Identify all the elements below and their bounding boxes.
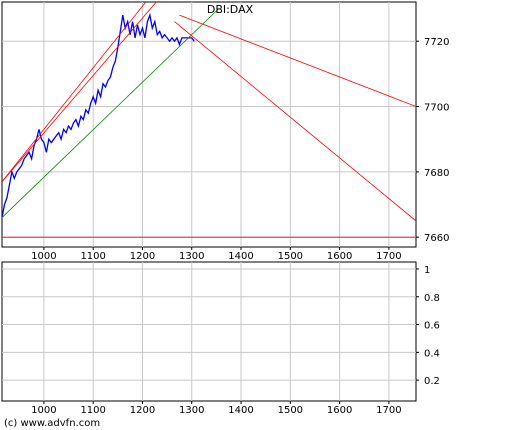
x-tick-label: 1000	[31, 405, 56, 416]
indicator-panel-y-ticks: 0.2 0.4 0.6 0.8 1	[416, 265, 440, 387]
indicator-panel: 1000 1100 1200 1300 1400 1500 1600 1700 0.20.40…	[1, 261, 440, 416]
y-tick-label: 0.2	[424, 376, 440, 387]
trend-line	[179, 14, 416, 107]
price-panel: 1000 1100 1200 1300 1400 1500 1600 1700 7660 768…	[1, 1, 449, 262]
x-tick-label: 1200	[130, 405, 155, 416]
y-tick-label: 7680	[424, 168, 449, 179]
x-tick-label: 1400	[228, 405, 253, 416]
price-line	[2, 12, 195, 218]
x-tick-label: 1400	[228, 251, 253, 262]
x-tick-label: 1700	[376, 251, 401, 262]
x-tick-label: 1300	[179, 251, 204, 262]
x-tick-label: 1000	[31, 251, 56, 262]
x-tick-label: 1500	[278, 251, 303, 262]
price-panel-y-ticks: 7660 7680 7700 7720	[416, 37, 449, 244]
price-panel-frame	[1, 1, 417, 248]
y-tick-label: 7660	[424, 233, 449, 244]
price-panel-lines	[2, 2, 416, 238]
trend-line	[174, 21, 416, 222]
y-tick-label: 7700	[424, 103, 449, 114]
x-tick-label: 1700	[376, 405, 401, 416]
y-tick-label: 0.6	[424, 321, 440, 332]
indicator-panel-grid	[2, 262, 416, 401]
x-tick-label: 1200	[130, 251, 155, 262]
indicator-panel-frame	[1, 261, 417, 402]
trend-line	[2, 2, 147, 182]
price-panel-x-ticks: 1000 1100 1200 1300 1400 1500 1600 1700	[31, 247, 402, 262]
indicator-panel-x-ticks: 1000 1100 1200 1300 1400 1500 1600 1700	[31, 401, 402, 416]
series-group	[2, 2, 416, 238]
copyright-text: (c) www.advfn.com	[4, 418, 100, 429]
y-tick-label: 0.4	[424, 348, 440, 359]
chart-title: DBI:DAX	[207, 3, 254, 16]
trend-line	[2, 8, 220, 218]
x-tick-label: 1500	[278, 405, 303, 416]
x-tick-label: 1100	[80, 405, 105, 416]
y-tick-label: 0.8	[424, 293, 440, 304]
y-tick-label: 7720	[424, 37, 449, 48]
x-tick-label: 1100	[80, 251, 105, 262]
x-tick-label: 1600	[327, 251, 352, 262]
trend-line	[2, 2, 157, 182]
x-tick-label: 1600	[327, 405, 352, 416]
x-tick-label: 1300	[179, 405, 204, 416]
y-tick-label: 1	[424, 265, 430, 276]
